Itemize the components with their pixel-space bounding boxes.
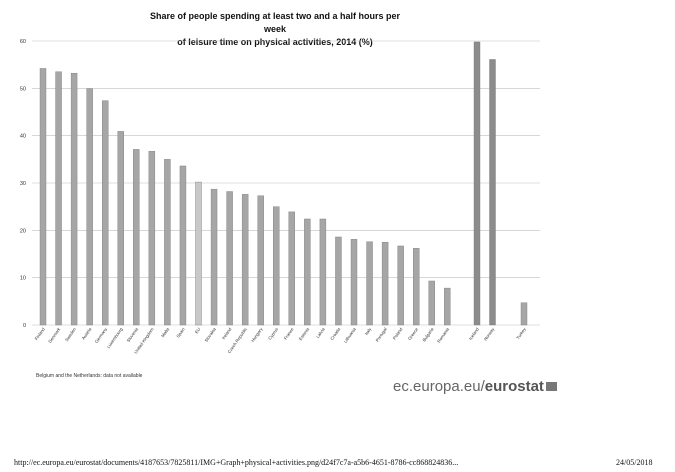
x-tick-label: Slovenia bbox=[126, 326, 140, 343]
chart-title-line-2: of leisure time on physical activities, … bbox=[177, 37, 373, 47]
y-tick-label: 0 bbox=[23, 323, 26, 329]
bar-ireland bbox=[226, 191, 233, 326]
x-tick-label: Finland bbox=[34, 326, 47, 341]
bar-greece bbox=[413, 248, 420, 326]
bar-france bbox=[288, 211, 295, 326]
bar-sweden bbox=[70, 72, 78, 326]
x-tick-label: Spain bbox=[175, 326, 186, 338]
x-tick-label: Denmark bbox=[47, 326, 62, 344]
x-tick-label: Greece bbox=[407, 326, 420, 341]
chart-title: Share of people spending at least two an… bbox=[140, 10, 410, 49]
x-tick-label: Slovakia bbox=[203, 326, 217, 343]
y-tick-label: 20 bbox=[20, 228, 26, 234]
x-tick-label: Austria bbox=[81, 326, 93, 340]
x-tick-label: Norway bbox=[483, 326, 496, 341]
bar-cyprus bbox=[273, 206, 280, 326]
brand-text-bold: eurostat bbox=[484, 378, 544, 395]
x-tick-label: Ireland bbox=[221, 326, 233, 340]
bar-malta bbox=[164, 159, 171, 326]
chart-footnote: Belgium and the Netherlands: data not av… bbox=[36, 373, 143, 379]
bar-romania bbox=[444, 287, 451, 326]
y-tick-label: 50 bbox=[20, 86, 26, 92]
bar-hungary bbox=[257, 195, 264, 326]
x-tick-label: Lithuania bbox=[343, 326, 357, 344]
bar-italy bbox=[366, 241, 373, 326]
x-tick-label: Croatia bbox=[329, 326, 341, 341]
y-tick-label: 30 bbox=[20, 181, 26, 187]
eurostat-brand-logo: ec.europa.eu/eurostat bbox=[393, 378, 557, 395]
bar-united-kingdom bbox=[148, 151, 156, 326]
x-tick-label: Luxembourg bbox=[106, 326, 124, 349]
x-tick-label: Romania bbox=[436, 326, 450, 343]
chart-title-line-1: Share of people spending at least two an… bbox=[149, 11, 401, 34]
y-tick-label: 60 bbox=[20, 39, 26, 45]
x-tick-label: Sweden bbox=[64, 326, 77, 342]
bar-finland bbox=[39, 68, 47, 326]
bar-denmark bbox=[55, 71, 62, 326]
bar-iceland bbox=[473, 41, 481, 326]
footer-date: 24/05/2018 bbox=[616, 458, 653, 467]
bar-latvia bbox=[319, 218, 327, 326]
x-tick-label: Malta bbox=[160, 326, 170, 338]
x-tick-label: Iceland bbox=[468, 326, 480, 341]
bar-norway bbox=[489, 59, 496, 326]
bar-portugal bbox=[381, 241, 389, 326]
x-tick-label: Estonia bbox=[298, 326, 311, 341]
bar-croatia bbox=[335, 236, 342, 326]
bar-slovakia bbox=[210, 188, 218, 326]
x-tick-label: Bulgaria bbox=[421, 326, 434, 342]
bar-czech-republic bbox=[241, 194, 249, 326]
x-tick-label: Poland bbox=[392, 326, 404, 340]
bar-austria bbox=[86, 88, 93, 326]
x-tick-label: France bbox=[283, 326, 295, 340]
brand-square-icon bbox=[545, 382, 557, 391]
brand-text-regular: ec.europa.eu/ bbox=[393, 378, 485, 395]
x-tick-label: EU bbox=[194, 327, 202, 335]
y-tick-label: 10 bbox=[20, 276, 26, 282]
bar-turkey bbox=[520, 302, 528, 326]
x-tick-label: Hungary bbox=[250, 326, 264, 343]
bar-germany bbox=[101, 100, 109, 326]
bar-spain bbox=[179, 165, 187, 326]
bar-eu bbox=[195, 181, 202, 326]
x-tick-label: Turkey bbox=[515, 326, 527, 340]
bar-estonia bbox=[304, 218, 311, 326]
bar-slovenia bbox=[133, 149, 140, 326]
x-tick-label: Portugal bbox=[375, 327, 388, 343]
bar-lithuania bbox=[350, 239, 358, 326]
x-tick-label: Germany bbox=[94, 326, 109, 344]
y-tick-label: 40 bbox=[20, 134, 26, 140]
bar-luxembourg bbox=[117, 131, 124, 326]
x-tick-label: Italy bbox=[364, 326, 373, 336]
x-tick-label: Cyprus bbox=[267, 327, 279, 341]
footer-url: http://ec.europa.eu/eurostat/documents/4… bbox=[14, 458, 459, 467]
bar-poland bbox=[397, 245, 404, 326]
bar-bulgaria bbox=[428, 280, 435, 326]
x-tick-label: Latvia bbox=[315, 326, 326, 339]
